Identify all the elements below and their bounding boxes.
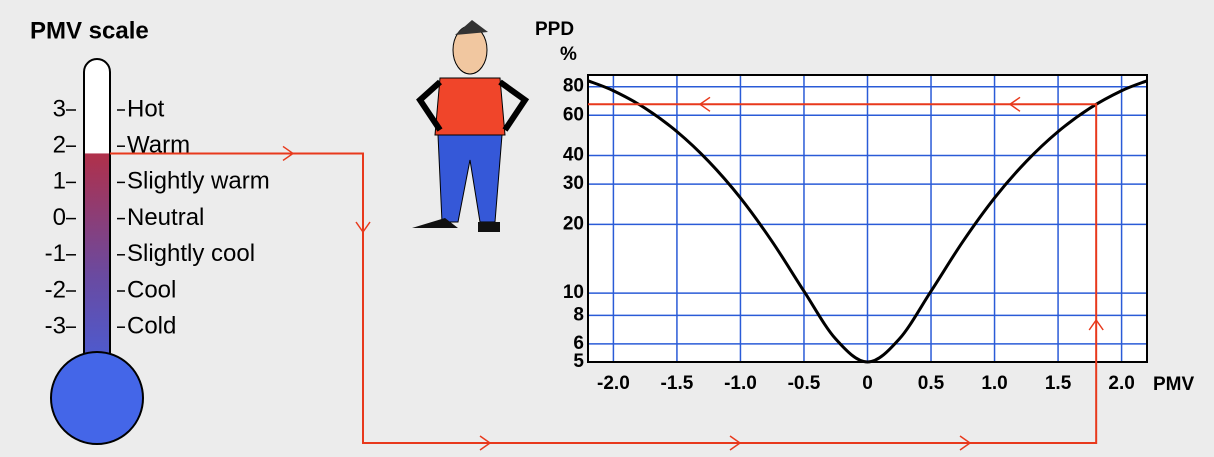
y-tick-label: 40	[563, 145, 584, 166]
x-tick-label: 2.0	[1108, 373, 1134, 394]
scale-value: 2	[53, 132, 66, 159]
scale-label: Slightly warm	[127, 168, 270, 195]
y-tick-label: 10	[563, 282, 584, 303]
y-tick-label: 80	[563, 76, 584, 97]
y-tick-label: 60	[563, 104, 584, 125]
scale-label: Cold	[127, 313, 176, 340]
scale-value: 0	[53, 204, 66, 231]
arrow-head	[729, 435, 742, 451]
shoes	[412, 218, 500, 232]
thermometer-bulb	[50, 351, 144, 445]
scale-value: -1	[45, 240, 66, 267]
figure-man	[412, 20, 530, 232]
scale-value: 1	[53, 168, 66, 195]
shirt	[434, 77, 506, 136]
scale-label: Hot	[127, 95, 165, 122]
x-tick-label: -0.5	[788, 373, 821, 394]
arrow-head	[282, 145, 295, 162]
x-tick-label: -1.0	[724, 373, 757, 394]
y-tick-label: 8	[573, 304, 584, 325]
hair	[455, 20, 488, 35]
scale-label: Cool	[127, 276, 176, 303]
thermometer-title: PMV scale	[30, 17, 149, 44]
x-tick-label: 1.5	[1045, 373, 1072, 394]
x-tick-label: 0	[862, 373, 873, 394]
y-axis-label: PPD	[535, 19, 574, 40]
y-tick-label: 6	[573, 333, 584, 354]
arrow-head	[479, 435, 492, 451]
arms	[416, 79, 530, 132]
arrow-head	[1088, 318, 1104, 331]
y-tick-label: 30	[563, 173, 584, 194]
arrow-head	[959, 435, 972, 451]
y-axis-unit: %	[560, 44, 577, 65]
x-axis-label: PMV	[1153, 374, 1195, 395]
x-tick-label: 0.5	[918, 373, 945, 394]
x-tick-label: 1.0	[981, 373, 1007, 394]
scale-label: Slightly cool	[127, 240, 255, 267]
x-tick-label: -1.5	[661, 373, 694, 394]
scale-value: -3	[45, 313, 66, 340]
arrow-head	[355, 221, 371, 234]
y-tick-label: 20	[563, 213, 584, 234]
example-path	[110, 103, 1098, 444]
scale-label: Warm	[127, 132, 190, 159]
x-tick-label: -2.0	[597, 373, 630, 394]
scale-label: Neutral	[127, 204, 204, 231]
scale-value: 3	[53, 95, 66, 122]
arrow-head	[1008, 96, 1021, 112]
y-tick-label: 5	[573, 351, 584, 372]
thermometer	[50, 58, 144, 445]
arrow-head	[698, 96, 711, 112]
scale-value: -2	[45, 276, 66, 303]
ppd-curve	[587, 79, 1148, 364]
